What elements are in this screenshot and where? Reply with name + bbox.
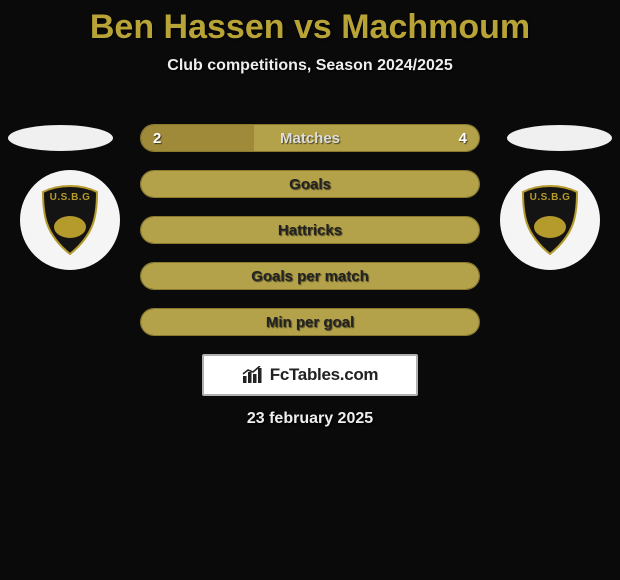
right-ellipse-decor (507, 125, 612, 151)
bar-label: Min per goal (266, 314, 354, 331)
stat-bar-goals-per-match: Goals per match (140, 262, 480, 290)
club-shield-icon: U.S.B.G (519, 184, 581, 256)
subtitle: Club competitions, Season 2024/2025 (0, 57, 620, 75)
stat-bar-hattricks: Hattricks (140, 216, 480, 244)
left-club-badge: U.S.B.G (20, 170, 120, 270)
bar-label: Matches (280, 130, 340, 147)
bar-label: Goals per match (251, 268, 369, 285)
brand-text: FcTables.com (270, 365, 379, 385)
bar-label: Hattricks (278, 222, 342, 239)
club-shield-label: U.S.B.G (39, 192, 101, 203)
club-shield-label: U.S.B.G (519, 192, 581, 203)
stat-bar-min-per-goal: Min per goal (140, 308, 480, 336)
stat-bar-goals: Goals (140, 170, 480, 198)
comparison-card: Ben Hassen vs Machmoum Club competitions… (0, 0, 620, 580)
club-shield-icon: U.S.B.G (39, 184, 101, 256)
stat-bar-matches: 2 4 Matches (140, 124, 480, 152)
bar-value-right: 4 (459, 125, 467, 151)
bar-chart-icon (242, 366, 264, 384)
page-title: Ben Hassen vs Machmoum (0, 0, 620, 47)
stat-bars: 2 4 Matches Goals Hattricks Goals per match Mi… (140, 124, 480, 354)
brand-box[interactable]: FcTables.com (202, 354, 418, 396)
bar-value-left: 2 (153, 125, 161, 151)
right-club-badge: U.S.B.G (500, 170, 600, 270)
left-ellipse-decor (8, 125, 113, 151)
date-text: 23 february 2025 (0, 410, 620, 428)
bar-label: Goals (289, 176, 331, 193)
